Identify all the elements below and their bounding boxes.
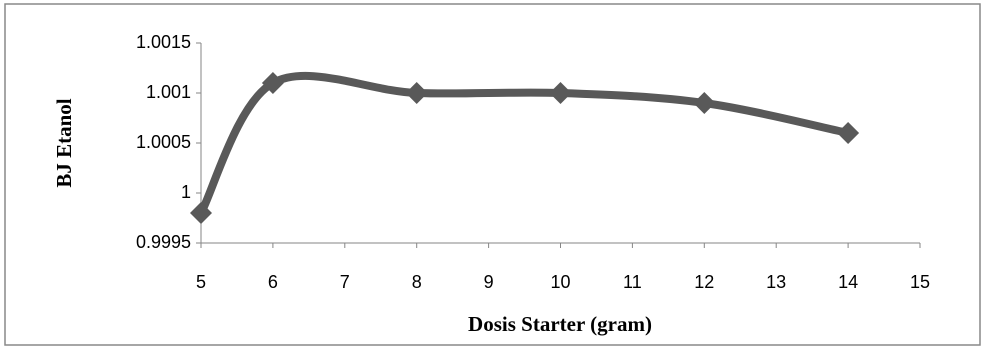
data-marker — [261, 72, 284, 94]
data-marker — [549, 82, 572, 104]
y-tick-label: 1 — [181, 182, 191, 202]
data-marker — [693, 92, 716, 114]
x-tick-label: 10 — [550, 272, 570, 292]
data-marker — [405, 82, 428, 104]
x-tick-label: 11 — [623, 272, 642, 292]
x-tick-label: 8 — [412, 272, 422, 292]
y-tick-label: 1.001 — [146, 82, 191, 102]
x-tick-label: 5 — [196, 272, 206, 292]
y-axis-title: BJ Etanol — [52, 98, 76, 187]
y-tick-label: 1.0005 — [136, 132, 191, 152]
x-tick-label: 15 — [910, 272, 930, 292]
x-tick-label: 13 — [766, 272, 786, 292]
x-axis-title: Dosis Starter (gram) — [468, 312, 652, 336]
x-tick-label: 7 — [340, 272, 350, 292]
data-marker — [190, 202, 212, 224]
y-tick-label: 0.9995 — [136, 232, 191, 252]
x-tick-label: 6 — [268, 272, 278, 292]
x-tick-label: 12 — [694, 272, 714, 292]
chart-border — [4, 3, 981, 346]
x-tick-label: 14 — [838, 272, 858, 292]
y-tick-label: 1.0015 — [136, 32, 191, 52]
x-tick-label: 9 — [484, 272, 494, 292]
data-marker — [837, 122, 860, 144]
data-line — [197, 71, 849, 215]
